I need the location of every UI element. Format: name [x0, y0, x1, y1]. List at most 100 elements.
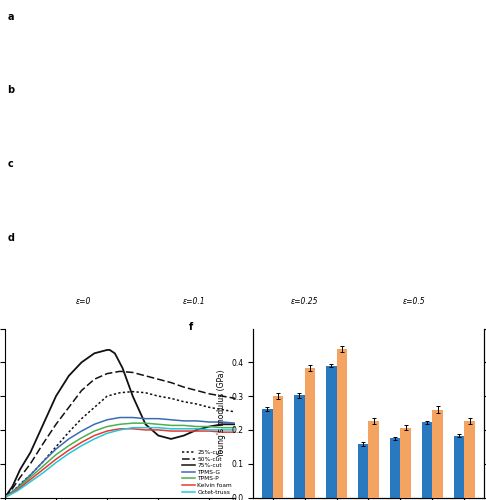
Kelvin foam	[40, 466, 46, 472]
Line: 75%-cut: 75%-cut	[5, 350, 235, 498]
Bar	[336, 349, 347, 498]
TPMS-G	[181, 418, 187, 424]
75%-cut	[91, 350, 97, 356]
50%-cut	[207, 391, 212, 397]
Line: TPMS-G: TPMS-G	[5, 418, 235, 498]
50%-cut	[79, 388, 85, 394]
Kelvin foam	[79, 440, 85, 446]
Kelvin foam	[142, 427, 148, 433]
TPMS-P	[66, 442, 72, 448]
TPMS-G	[194, 418, 200, 424]
Octet-truss	[104, 430, 110, 436]
Octet-truss	[219, 427, 225, 433]
Bar	[326, 366, 336, 498]
75%-cut	[219, 422, 225, 428]
Kelvin foam	[53, 456, 59, 462]
Line: 50%-cut: 50%-cut	[5, 372, 235, 498]
TPMS-G	[91, 422, 97, 428]
75%-cut	[156, 432, 161, 438]
Bar	[295, 396, 305, 498]
75%-cut	[130, 393, 136, 399]
Bar	[422, 422, 433, 498]
50%-cut	[17, 474, 23, 480]
50%-cut	[130, 370, 136, 376]
75%-cut	[207, 424, 212, 430]
Bar	[305, 368, 315, 498]
Y-axis label: Young's modulus (GPa): Young's modulus (GPa)	[217, 370, 226, 457]
Line: 25%-cut: 25%-cut	[5, 392, 235, 498]
75%-cut	[168, 436, 174, 442]
Octet-truss	[28, 478, 34, 484]
TPMS-P	[91, 428, 97, 434]
75%-cut	[194, 427, 200, 433]
TPMS-G	[2, 494, 8, 500]
TPMS-G	[219, 419, 225, 425]
75%-cut	[79, 360, 85, 366]
TPMS-P	[142, 420, 148, 426]
Kelvin foam	[194, 428, 200, 434]
Line: TPMS-P: TPMS-P	[5, 423, 235, 498]
TPMS-G	[104, 417, 110, 423]
75%-cut	[120, 365, 125, 371]
75%-cut	[28, 450, 34, 456]
50%-cut	[40, 440, 46, 446]
TPMS-G	[207, 419, 212, 425]
25%-cut	[10, 489, 16, 495]
TPMS-P	[156, 422, 161, 428]
Kelvin foam	[28, 476, 34, 482]
Bar	[273, 396, 283, 498]
Kelvin foam	[130, 426, 136, 432]
Bar	[454, 436, 465, 498]
50%-cut	[117, 368, 123, 374]
25%-cut	[40, 458, 46, 464]
Kelvin foam	[117, 426, 123, 432]
50%-cut	[28, 460, 34, 466]
50%-cut	[168, 380, 174, 386]
TPMS-P	[53, 452, 59, 458]
75%-cut	[66, 373, 72, 379]
25%-cut	[91, 404, 97, 410]
Kelvin foam	[15, 486, 20, 492]
Kelvin foam	[181, 428, 187, 434]
TPMS-P	[2, 494, 8, 500]
25%-cut	[232, 409, 238, 415]
Octet-truss	[91, 436, 97, 442]
Octet-truss	[40, 470, 46, 476]
Kelvin foam	[104, 428, 110, 434]
Text: ε=0.25: ε=0.25	[290, 298, 318, 306]
75%-cut	[17, 466, 23, 472]
Legend: 25%-cut, 50%-cut, 75%-cut, TPMS-G, TPMS-P, Kelvin foam, Octet-truss: 25%-cut, 50%-cut, 75%-cut, TPMS-G, TPMS-…	[182, 450, 232, 494]
75%-cut	[181, 432, 187, 438]
50%-cut	[66, 404, 72, 410]
75%-cut	[112, 350, 118, 356]
75%-cut	[10, 483, 16, 489]
Bar	[465, 421, 475, 498]
25%-cut	[219, 406, 225, 412]
50%-cut	[91, 376, 97, 382]
TPMS-G	[156, 416, 161, 422]
TPMS-G	[40, 458, 46, 464]
Text: ε=0.5: ε=0.5	[403, 298, 425, 306]
Kelvin foam	[156, 427, 161, 433]
Kelvin foam	[207, 428, 212, 434]
TPMS-G	[53, 446, 59, 452]
Text: d: d	[7, 232, 14, 242]
Octet-truss	[15, 488, 20, 494]
TPMS-G	[15, 484, 20, 490]
TPMS-P	[232, 424, 238, 430]
Kelvin foam	[168, 428, 174, 434]
25%-cut	[142, 390, 148, 396]
25%-cut	[130, 388, 136, 394]
TPMS-G	[28, 472, 34, 478]
Octet-truss	[130, 424, 136, 430]
Kelvin foam	[219, 429, 225, 435]
50%-cut	[104, 370, 110, 376]
25%-cut	[28, 472, 34, 478]
Octet-truss	[194, 426, 200, 432]
50%-cut	[219, 393, 225, 399]
25%-cut	[2, 494, 8, 500]
Bar	[368, 421, 379, 498]
Kelvin foam	[232, 429, 238, 435]
25%-cut	[66, 429, 72, 435]
50%-cut	[232, 396, 238, 402]
